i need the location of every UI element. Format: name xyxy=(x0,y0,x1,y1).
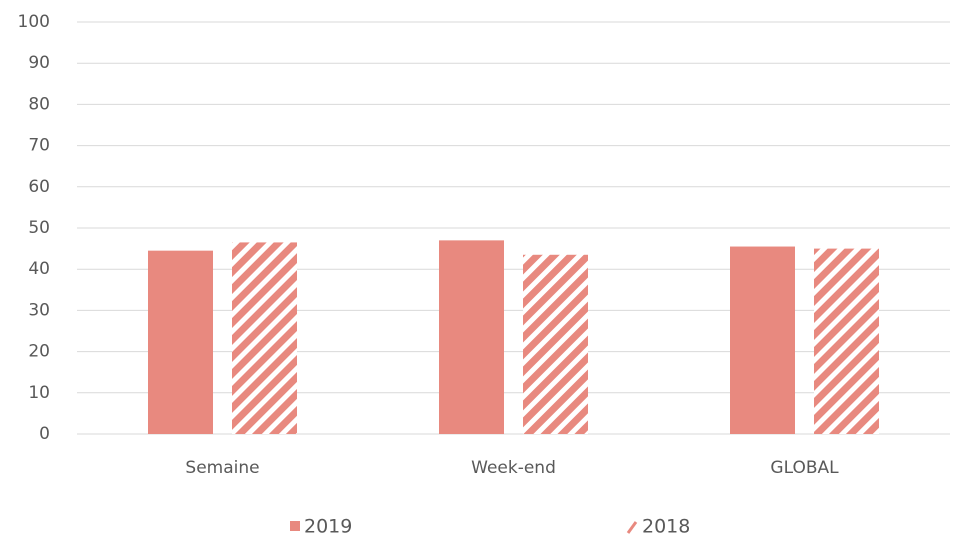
legend-swatch xyxy=(290,521,300,531)
y-tick-label: 60 xyxy=(28,177,50,197)
bar xyxy=(523,254,588,434)
legend-label: 2019 xyxy=(304,516,352,536)
y-tick-label: 90 xyxy=(28,53,50,73)
x-tick-label: GLOBAL xyxy=(770,458,839,478)
y-tick-label: 50 xyxy=(28,218,50,238)
y-tick-label: 40 xyxy=(28,259,50,279)
x-tick-label: Week-end xyxy=(471,458,556,478)
bar xyxy=(730,246,795,434)
legend-swatch xyxy=(626,521,638,534)
y-tick-label: 80 xyxy=(28,94,50,114)
y-tick-label: 0 xyxy=(39,424,50,444)
legend-label: 2018 xyxy=(642,516,690,536)
y-tick-label: 100 xyxy=(18,12,50,32)
y-tick-label: 10 xyxy=(28,383,50,403)
bar xyxy=(814,248,879,434)
bar xyxy=(232,242,297,434)
y-tick-label: 30 xyxy=(28,300,50,320)
y-tick-label: 20 xyxy=(28,342,50,362)
y-tick-label: 70 xyxy=(28,136,50,156)
x-tick-label: Semaine xyxy=(185,458,259,478)
bar xyxy=(439,240,504,434)
bar xyxy=(148,250,213,434)
